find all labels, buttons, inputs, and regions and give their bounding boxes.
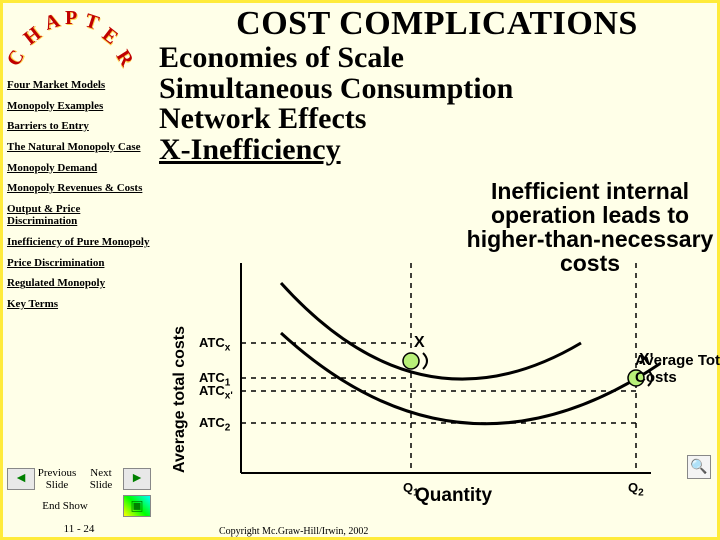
chart-side-label: Average Total Costs: [635, 353, 720, 386]
sidebar: C H A P T E R Four Market Models Monopol…: [7, 7, 151, 535]
chapter-letter: R: [111, 46, 138, 70]
chapter-wordart: C H A P T E R: [7, 7, 137, 75]
x-tick-label: Q2: [628, 480, 644, 499]
sidebar-link[interactable]: Monopoly Examples: [7, 100, 151, 113]
sidebar-link[interactable]: Monopoly Revenues & Costs: [7, 182, 151, 195]
sidebar-link[interactable]: The Natural Monopoly Case: [7, 141, 151, 154]
page-title: COST COMPLICATIONS: [155, 5, 719, 43]
sidebar-link[interactable]: Inefficiency of Pure Monopoly: [7, 236, 151, 249]
bullet-item: Economies of Scale: [159, 43, 719, 74]
prev-slide-button[interactable]: ◄: [7, 468, 35, 490]
x-axis-label: Quantity: [415, 485, 492, 507]
y-tick-label: ATCx: [199, 335, 230, 354]
end-show-button[interactable]: ▣: [123, 495, 151, 517]
end-show-label: End Show: [7, 500, 123, 512]
sidebar-link[interactable]: Key Terms: [7, 298, 151, 311]
main-content: COST COMPLICATIONS Economies of Scale Si…: [155, 3, 719, 539]
sidebar-link[interactable]: Price Discrimination: [7, 257, 151, 270]
next-slide-label: Next Slide: [79, 467, 123, 491]
chapter-letter: H: [20, 23, 46, 51]
chapter-letter: P: [65, 7, 77, 30]
sidebar-link[interactable]: Barriers to Entry: [7, 120, 151, 133]
sidebar-link[interactable]: Four Market Models: [7, 79, 151, 92]
sidebar-links: Four Market Models Monopoly Examples Bar…: [7, 79, 151, 311]
cost-chart: Average total costs XX' ATCx ATC1 ATCx' …: [185, 263, 695, 503]
chapter-letter: T: [82, 10, 102, 36]
bullet-item: X-Inefficiency: [159, 135, 719, 166]
sidebar-link[interactable]: Regulated Monopoly: [7, 277, 151, 290]
bullet-item: Network Effects: [159, 104, 719, 135]
y-tick-label: ATC2: [199, 415, 230, 434]
magnifier-icon[interactable]: 🔍: [687, 455, 711, 479]
nav-controls: ◄ Previous Slide Next Slide ► End Show ▣…: [7, 463, 151, 535]
next-slide-button[interactable]: ►: [123, 468, 151, 490]
bullet-item: Simultaneous Consumption: [159, 74, 719, 105]
svg-text:X: X: [414, 334, 425, 351]
slide-number: 11 - 24: [7, 523, 151, 535]
bullets: Economies of Scale Simultaneous Consumpt…: [159, 43, 719, 165]
chapter-letter: C: [3, 46, 30, 70]
sidebar-link[interactable]: Output & Price Discrimination: [7, 203, 151, 228]
annotation-text: Inefficient internal operation leads to …: [465, 179, 715, 276]
copyright-text: Copyright Mc.Graw-Hill/Irwin, 2002: [219, 526, 368, 537]
chapter-letter: E: [97, 23, 122, 49]
chart-svg: XX': [191, 263, 661, 483]
chapter-letter: A: [42, 9, 63, 35]
x-tick-label: Q1: [403, 480, 419, 499]
prev-slide-label: Previous Slide: [35, 467, 79, 491]
y-tick-label: ATCx': [199, 383, 233, 402]
y-axis-label: Average total costs: [171, 326, 189, 473]
sidebar-link[interactable]: Monopoly Demand: [7, 162, 151, 175]
